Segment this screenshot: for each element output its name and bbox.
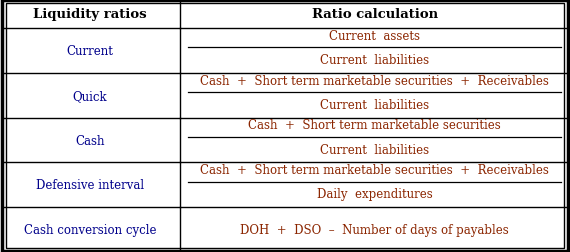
- Text: Current  assets: Current assets: [329, 30, 420, 43]
- Text: Current  liabilities: Current liabilities: [320, 98, 429, 111]
- Text: Cash: Cash: [75, 134, 104, 147]
- Text: Cash  +  Short term marketable securities: Cash + Short term marketable securities: [249, 119, 501, 132]
- Text: Daily  expenditures: Daily expenditures: [317, 187, 433, 201]
- Text: Current: Current: [66, 45, 113, 58]
- Text: Ratio calculation: Ratio calculation: [312, 8, 438, 21]
- Text: Cash  +  Short term marketable securities  +  Receivables: Cash + Short term marketable securities …: [200, 164, 549, 176]
- Text: Quick: Quick: [72, 89, 107, 102]
- Text: DOH  +  DSO  –  Number of days of payables: DOH + DSO – Number of days of payables: [241, 223, 509, 236]
- Text: Liquidity ratios: Liquidity ratios: [33, 8, 146, 21]
- Text: Current  liabilities: Current liabilities: [320, 143, 429, 156]
- Text: Cash conversion cycle: Cash conversion cycle: [23, 223, 156, 236]
- Text: Current  liabilities: Current liabilities: [320, 54, 429, 67]
- Text: Cash  +  Short term marketable securities  +  Receivables: Cash + Short term marketable securities …: [200, 74, 549, 87]
- Text: Defensive interval: Defensive interval: [36, 179, 144, 192]
